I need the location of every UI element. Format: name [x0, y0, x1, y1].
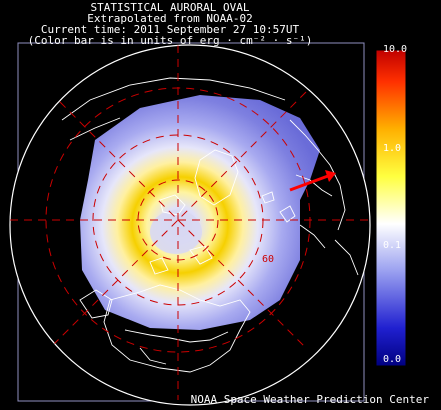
- latitude-label: 60: [262, 254, 275, 265]
- auroral-oval: [80, 95, 320, 330]
- colorbar-tick-max: 10.0: [383, 44, 408, 55]
- colorbar: [375, 49, 407, 367]
- map-title: STATISTICAL AURORAL OVAL: [90, 1, 250, 14]
- meridian-grid: [10, 45, 370, 400]
- colorbar-tick-min: 0.0: [383, 354, 402, 365]
- sun-direction-arrow: [289, 170, 336, 192]
- colorbar-units: (Color bar is in units of erg · cm⁻² · s…: [27, 34, 313, 47]
- coastlines: [61, 77, 359, 373]
- polar-cap: [150, 210, 202, 254]
- data-source: Extrapolated from NOAA-02: [87, 12, 253, 25]
- colorbar-tick-1: 1.0: [383, 143, 402, 154]
- current-time: Current time: 2011 September 27 10:57UT: [40, 23, 300, 36]
- credit-line: NOAA Space Weather Prediction Center: [190, 393, 429, 406]
- colorbar-tick-0-1: 0.1: [383, 240, 402, 251]
